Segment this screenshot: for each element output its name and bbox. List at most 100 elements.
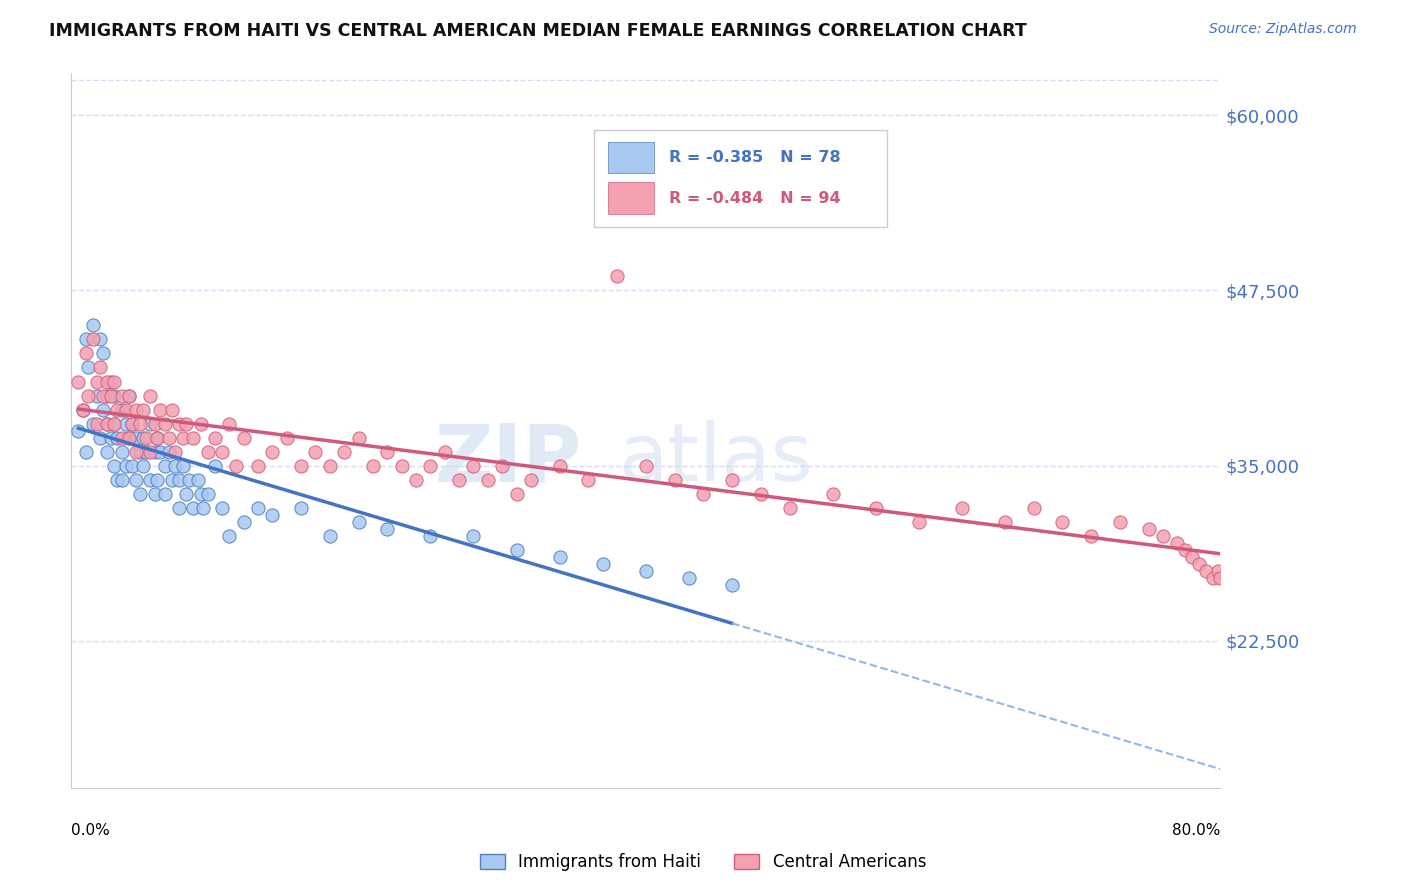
Point <box>91 388 114 402</box>
Point <box>1209 571 1232 585</box>
Point <box>146 431 169 445</box>
Point <box>118 431 141 445</box>
Point <box>118 388 141 402</box>
Point <box>721 473 744 487</box>
Point <box>319 529 342 543</box>
Point <box>1181 549 1204 564</box>
Point <box>174 417 197 431</box>
Point <box>347 431 370 445</box>
Point <box>125 402 148 417</box>
Point <box>167 500 190 515</box>
Point <box>177 473 200 487</box>
Point <box>75 444 97 458</box>
Point <box>950 500 973 515</box>
Point <box>110 473 132 487</box>
Point <box>103 388 125 402</box>
Point <box>187 473 209 487</box>
Point <box>1195 564 1218 578</box>
Point <box>1206 564 1229 578</box>
Point <box>100 431 122 445</box>
Point <box>75 346 97 360</box>
Point <box>391 458 413 473</box>
Point <box>132 431 155 445</box>
Point <box>91 346 114 360</box>
Point <box>319 458 342 473</box>
Point <box>548 458 571 473</box>
Point <box>548 549 571 564</box>
Text: R = -0.484   N = 94: R = -0.484 N = 94 <box>669 191 841 206</box>
Point <box>505 486 527 500</box>
Point <box>100 375 122 389</box>
Point <box>86 375 108 389</box>
Legend: Immigrants from Haiti, Central Americans: Immigrants from Haiti, Central Americans <box>471 845 935 880</box>
Point <box>132 402 155 417</box>
Point <box>172 458 194 473</box>
FancyBboxPatch shape <box>607 142 654 173</box>
Point <box>290 458 312 473</box>
Point <box>96 388 118 402</box>
Point <box>96 375 118 389</box>
Point <box>77 360 100 375</box>
Point <box>125 431 148 445</box>
Point <box>146 431 169 445</box>
Point <box>1080 529 1102 543</box>
Point <box>82 318 104 333</box>
Point <box>110 444 132 458</box>
Point <box>135 431 157 445</box>
Point <box>449 473 471 487</box>
Point <box>1174 542 1197 557</box>
Point <box>121 458 143 473</box>
Point <box>419 529 441 543</box>
FancyBboxPatch shape <box>607 182 654 214</box>
Point <box>89 333 111 347</box>
Point <box>103 417 125 431</box>
Point <box>190 486 212 500</box>
Point <box>86 388 108 402</box>
Point <box>160 473 183 487</box>
Point <box>333 444 356 458</box>
Point <box>72 402 94 417</box>
Point <box>100 388 122 402</box>
Point <box>110 388 132 402</box>
Point <box>118 431 141 445</box>
Point <box>129 486 152 500</box>
Text: 80.0%: 80.0% <box>1173 823 1220 838</box>
Point <box>361 458 384 473</box>
Point <box>114 402 136 417</box>
Point <box>149 402 172 417</box>
Point <box>143 417 166 431</box>
Point <box>143 444 166 458</box>
Point <box>121 417 143 431</box>
Point <box>105 402 128 417</box>
Point <box>246 500 269 515</box>
Point <box>157 444 180 458</box>
Point <box>491 458 513 473</box>
Text: 0.0%: 0.0% <box>72 823 110 838</box>
Point <box>197 486 219 500</box>
Point <box>232 431 254 445</box>
Point <box>149 444 172 458</box>
Point <box>1022 500 1045 515</box>
Point <box>121 417 143 431</box>
Text: IMMIGRANTS FROM HAITI VS CENTRAL AMERICAN MEDIAN FEMALE EARNINGS CORRELATION CHA: IMMIGRANTS FROM HAITI VS CENTRAL AMERICA… <box>49 22 1026 40</box>
Point <box>463 529 485 543</box>
Point <box>72 402 94 417</box>
Point <box>114 458 136 473</box>
Point <box>105 431 128 445</box>
Point <box>634 564 657 578</box>
Point <box>225 458 247 473</box>
Point <box>129 417 152 431</box>
Point <box>143 486 166 500</box>
Point <box>463 458 485 473</box>
Point <box>91 402 114 417</box>
Point <box>174 486 197 500</box>
Point <box>167 417 190 431</box>
Point <box>347 515 370 529</box>
Point <box>125 473 148 487</box>
Point <box>204 431 226 445</box>
Point <box>139 388 162 402</box>
Text: ZIP: ZIP <box>434 420 582 499</box>
Point <box>118 388 141 402</box>
Point <box>678 571 700 585</box>
Point <box>218 529 240 543</box>
